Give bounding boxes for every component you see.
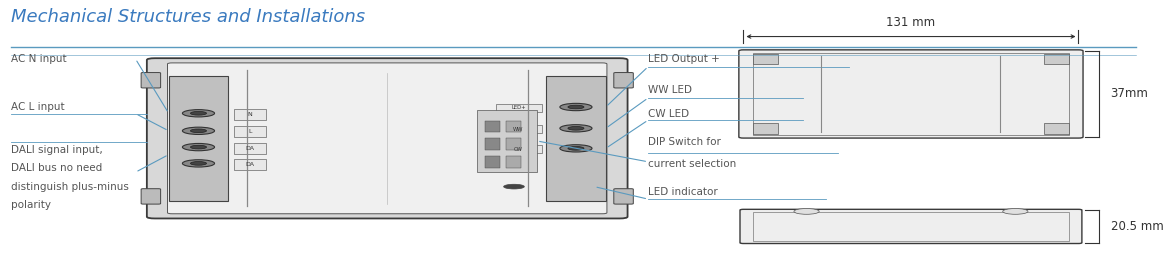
Text: DA: DA (246, 162, 254, 167)
Text: 37mm: 37mm (1110, 87, 1149, 100)
Text: LED Output +: LED Output + (649, 54, 720, 64)
Circle shape (560, 103, 593, 111)
Text: AC N input: AC N input (12, 54, 67, 64)
FancyBboxPatch shape (167, 63, 607, 214)
Circle shape (504, 184, 525, 189)
Bar (753, 54, 778, 64)
Text: L: L (248, 129, 252, 134)
Circle shape (794, 209, 820, 214)
Bar (1045, 123, 1069, 134)
Bar (478, 110, 537, 172)
Circle shape (568, 146, 584, 150)
FancyBboxPatch shape (146, 58, 628, 218)
Text: 20.5 mm: 20.5 mm (1110, 220, 1163, 233)
Text: 131 mm: 131 mm (886, 16, 936, 29)
Text: polarity: polarity (12, 200, 52, 210)
Bar (495, 145, 541, 153)
Text: DALI signal input,: DALI signal input, (12, 145, 103, 155)
Bar (495, 125, 541, 133)
Bar (169, 76, 228, 201)
Bar (753, 123, 778, 134)
FancyBboxPatch shape (142, 189, 160, 204)
Circle shape (1002, 209, 1028, 214)
Text: N: N (248, 112, 253, 117)
Bar (546, 76, 605, 201)
Text: DALI bus no need: DALI bus no need (12, 163, 103, 173)
Bar (506, 156, 521, 168)
Bar (485, 156, 500, 168)
Bar (234, 143, 266, 154)
Text: current selection: current selection (649, 159, 737, 169)
Circle shape (191, 162, 206, 165)
Text: CW LED: CW LED (649, 109, 690, 118)
Text: DIP Switch for: DIP Switch for (649, 137, 721, 147)
Bar (506, 138, 521, 150)
Circle shape (191, 145, 206, 149)
Bar (506, 121, 521, 132)
Circle shape (191, 111, 206, 115)
Circle shape (183, 144, 214, 151)
Bar (234, 159, 266, 170)
Circle shape (183, 127, 214, 134)
FancyBboxPatch shape (614, 189, 634, 204)
Text: LED+: LED+ (512, 105, 526, 110)
Circle shape (560, 125, 593, 132)
FancyBboxPatch shape (142, 73, 160, 88)
Text: WW: WW (513, 127, 523, 132)
FancyBboxPatch shape (739, 50, 1083, 138)
Circle shape (183, 110, 214, 117)
Text: CW: CW (514, 147, 523, 152)
FancyBboxPatch shape (740, 209, 1082, 244)
Bar (485, 121, 500, 132)
Text: WW LED: WW LED (649, 85, 692, 95)
Bar (495, 104, 541, 112)
Bar (1045, 54, 1069, 64)
Circle shape (568, 105, 584, 109)
Bar (485, 138, 500, 150)
Bar (234, 126, 266, 137)
Text: Mechanical Structures and Installations: Mechanical Structures and Installations (12, 8, 365, 26)
FancyBboxPatch shape (614, 73, 634, 88)
Circle shape (191, 129, 206, 133)
Text: LED indicator: LED indicator (649, 187, 718, 197)
Bar (234, 109, 266, 120)
Bar (753, 53, 1069, 135)
Bar (753, 212, 1069, 241)
Circle shape (560, 145, 593, 152)
Circle shape (183, 160, 214, 167)
Text: distinguish plus-minus: distinguish plus-minus (12, 182, 129, 192)
Text: AC L input: AC L input (12, 102, 66, 112)
Text: DA: DA (246, 146, 254, 151)
Circle shape (568, 127, 584, 130)
